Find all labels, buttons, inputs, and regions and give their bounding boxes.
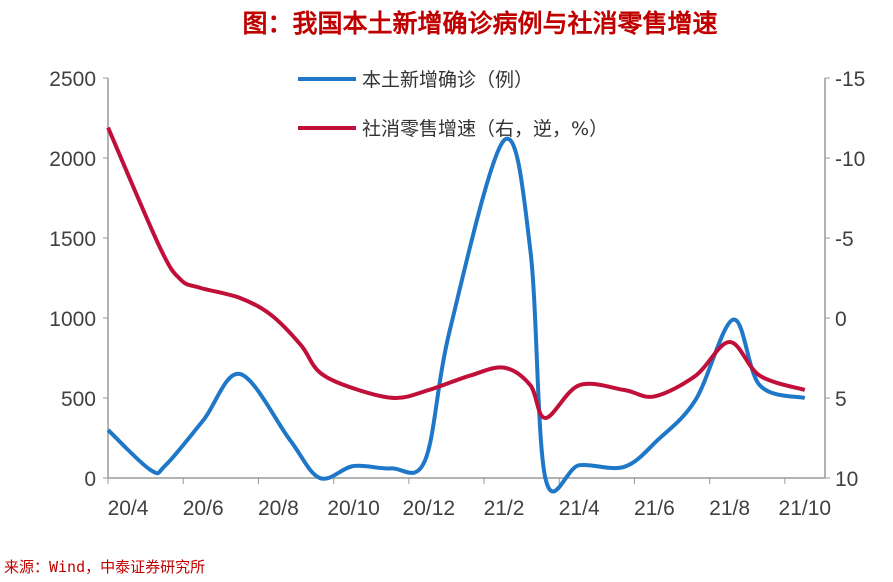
left-tick-label: 2500: [49, 68, 96, 91]
x-tick-label: 20/4: [108, 497, 149, 520]
right-tick-label: 10: [835, 468, 858, 491]
x-tick-label: 21/10: [779, 497, 832, 520]
left-tick-label: 0: [84, 468, 96, 491]
source-note: 来源：Wind，中泰证券研究所: [4, 558, 205, 576]
series-line-retail: [106, 126, 806, 420]
x-tick-label: 21/8: [709, 497, 750, 520]
legend-label-cases: 本土新增确诊（例）: [362, 69, 533, 91]
right-tick-label: 5: [835, 388, 847, 411]
x-tick-label: 21/2: [484, 497, 525, 520]
x-tick-label: 20/10: [327, 497, 380, 520]
right-tick-label: 0: [835, 308, 847, 331]
left-tick-label: 500: [61, 388, 96, 411]
left-tick-label: 2000: [49, 148, 96, 171]
right-tick-label: -5: [835, 228, 854, 251]
x-tick-label: 20/8: [258, 497, 299, 520]
left-tick-label: 1000: [49, 308, 96, 331]
legend: 本土新增确诊（例） 社消零售增速（右，逆，%）: [298, 69, 608, 140]
chart-title: 图：我国本土新增确诊病例与社消零售增速: [242, 9, 717, 38]
legend-label-retail: 社消零售增速（右，逆，%）: [362, 118, 608, 140]
x-tick-label: 21/6: [634, 497, 675, 520]
left-tick-label: 1500: [49, 228, 96, 251]
x-tick-label: 20/12: [403, 497, 456, 520]
x-tick-label: 21/4: [559, 497, 600, 520]
right-tick-label: -15: [835, 68, 865, 91]
right-tick-label: -10: [835, 148, 865, 171]
series-line-cases: [106, 136, 806, 494]
x-tick-label: 20/6: [183, 497, 224, 520]
